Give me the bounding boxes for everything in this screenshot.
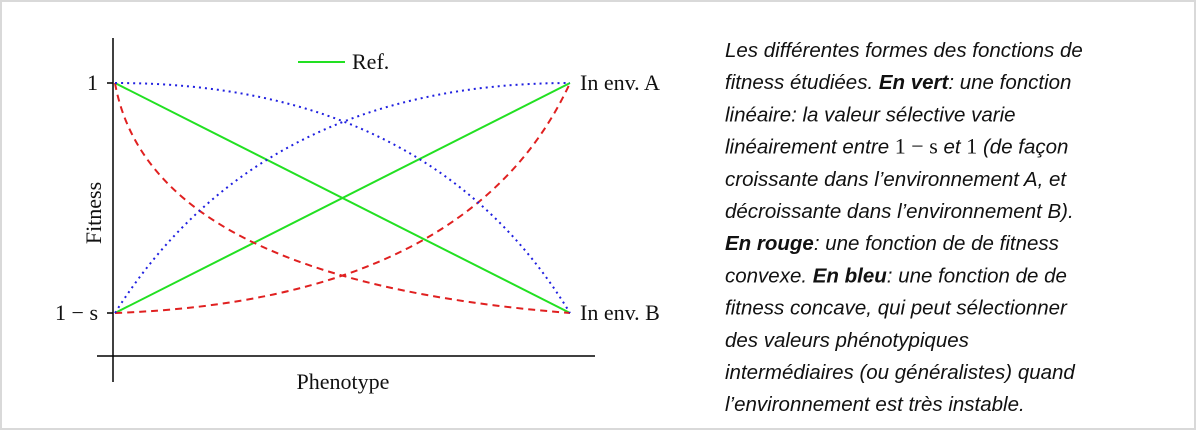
caption-text: convexe. [725,264,813,287]
caption-text: intermédiaires (ou généralistes) quand [725,361,1075,384]
caption-line: linéairement entre 1 − s et 1 (de façon [725,134,1068,159]
caption-text: Les différentes formes des fonctions de [725,39,1083,62]
caption-text: des valeurs phénotypiques [725,329,969,352]
curve-label: In env. B [580,300,660,325]
y-tick-label: 1 − s [55,300,98,325]
caption-line: l’environnement est très instable. [725,393,1025,416]
caption-line: En rouge: une fonction de de fitness [725,232,1059,255]
caption-line: Les différentes formes des fonctions de [725,39,1083,62]
caption-math: 1 [966,134,977,159]
caption-line: convexe. En bleu: une fonction de de [725,264,1067,287]
y-tick-label: 1 [87,70,98,95]
caption-text: : une fonction [948,71,1071,94]
caption-text: fitness étudiées. [725,71,879,94]
caption-text: décroissante dans l’environnement B). [725,200,1074,223]
caption-line: linéaire: la valeur sélective varie [725,103,1016,126]
caption-bold: En vert [879,71,950,94]
figure: Ref. 1 1 − s In env. A In env. B Fitness… [55,38,660,394]
caption-text: et [938,136,967,159]
caption-text: (de façon [977,136,1068,159]
caption-text: croissante dans l’environnement A, et [725,168,1067,191]
caption-text: : une fonction de de fitness [814,232,1059,255]
curve-label: In env. A [580,70,660,95]
caption-bold: En rouge [725,232,814,255]
caption-math: 1 − s [895,134,938,159]
caption: Les différentes formes des fonctions de f… [725,39,1083,416]
caption-text: l’environnement est très instable. [725,393,1025,416]
caption-text: linéairement entre [725,136,895,159]
caption-line: fitness concave, qui peut sélectionner [725,297,1068,320]
y-axis-label: Fitness [81,182,106,244]
convex-curve-b [114,82,571,314]
legend-label: Ref. [352,49,389,74]
caption-line: fitness étudiées. En vert: une fonction [725,71,1071,94]
concave-curve-a [114,82,571,314]
caption-text: : une fonction de de [887,264,1067,287]
caption-line: décroissante dans l’environnement B). [725,200,1074,223]
linear-curve-b [114,82,571,314]
caption-line: croissante dans l’environnement A, et [725,168,1067,191]
caption-line: intermédiaires (ou généralistes) quand [725,361,1075,384]
caption-text: fitness concave, qui peut sélectionner [725,297,1068,320]
caption-text: linéaire: la valeur sélective varie [725,103,1016,126]
convex-curve-a [114,82,571,314]
caption-line: des valeurs phénotypiques [725,329,969,352]
caption-bold: En bleu [813,264,888,287]
concave-curve-b [114,82,571,314]
x-axis-label: Phenotype [297,369,390,394]
